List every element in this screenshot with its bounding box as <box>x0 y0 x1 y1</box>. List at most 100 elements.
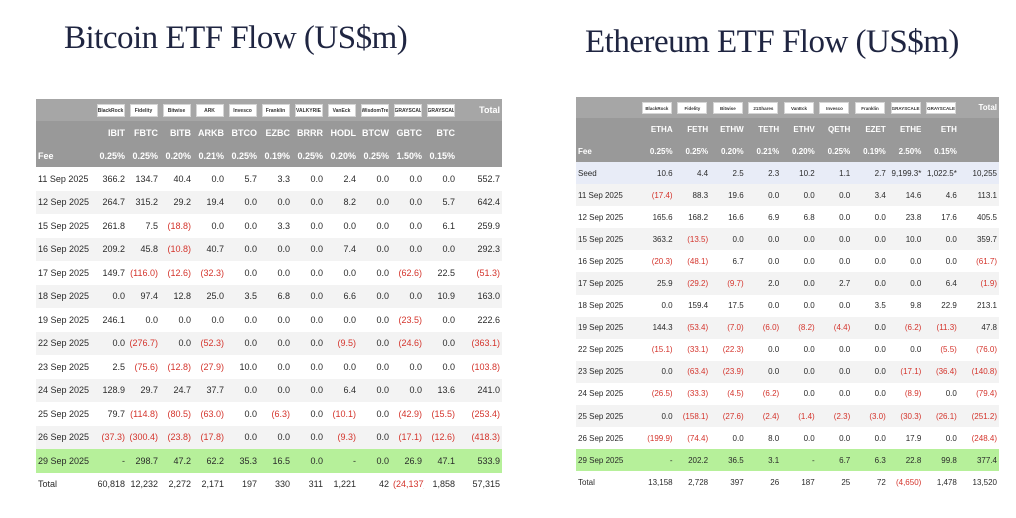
ticker-header: QETH <box>816 118 853 140</box>
logo-corner <box>576 97 640 118</box>
row-date: 19 Sep 2025 <box>36 308 94 332</box>
flow-value: 6.7 <box>710 250 746 273</box>
flow-value: 6.8 <box>781 206 817 229</box>
flow-row: 22 Sep 2025 (15.1) (33.1) (22.3) 0.0 0.0 0.0 0.… <box>576 338 999 361</box>
flow-row: 11 Sep 2025 (17.4) 88.3 19.6 0.0 0.0 0.0 3.4 14.… <box>576 184 999 207</box>
row-total-value: (1.9) <box>958 272 999 295</box>
issuer-logo-cell: GRAYSCALE <box>424 99 457 121</box>
flow-value: (4.4) <box>816 316 853 339</box>
cumulative-value: (4,650) <box>887 471 924 494</box>
issuer-logo: Invesco <box>228 103 257 117</box>
flow-value: 0.0 <box>160 308 193 332</box>
flow-value: 0.0 <box>391 167 424 191</box>
flow-value: 29.7 <box>127 378 160 402</box>
logo-row: BlackRock Fidelity Bitwise 21Shares VanEck In… <box>576 97 999 118</box>
flow-value: 17.6 <box>923 206 959 229</box>
issuer-logo: BlackRock <box>641 101 672 114</box>
flow-row: 26 Sep 2025 (199.9) (74.4) 0.0 8.0 0.0 0.0 0.0 1… <box>576 427 999 450</box>
flow-value: 0.0 <box>292 308 325 332</box>
flow-value: 0.0 <box>358 331 391 355</box>
fee-value: 0.25% <box>816 140 853 162</box>
issuer-logo-cell: Fidelity <box>127 99 160 121</box>
flow-value: 0.0 <box>745 338 782 361</box>
flow-value: 202.2 <box>674 449 711 472</box>
row-total-value: (103.8) <box>457 355 502 379</box>
flow-value: 0.0 <box>781 184 817 207</box>
issuer-logo: Bitwise <box>712 101 743 114</box>
flow-value: 0.0 <box>94 331 127 355</box>
flow-value: 0.0 <box>639 360 675 383</box>
row-total-value: 533.9 <box>457 449 502 473</box>
row-date: 24 Sep 2025 <box>576 382 640 406</box>
flow-value: 0.0 <box>160 331 193 355</box>
flow-value: (23.5) <box>391 308 424 332</box>
flow-row: 19 Sep 2025 246.1 0.0 0.0 0.0 0.0 0.0 0.0 0.0 0.0… <box>36 308 502 332</box>
flow-value: (17.1) <box>887 360 924 383</box>
row-total-value: 377.4 <box>958 449 999 472</box>
flow-value: 0.0 <box>639 405 675 428</box>
issuer-logo-cell: VanEck <box>781 97 817 118</box>
issuer-logo: GRAYSCALE <box>890 101 921 114</box>
flow-value: 0.0 <box>226 425 259 449</box>
flow-value: (30.3) <box>887 405 924 428</box>
issuer-logo-cell: Bitwise <box>710 97 746 118</box>
flow-value: 298.7 <box>127 449 160 473</box>
row-date: 29 Sep 2025 <box>576 449 640 472</box>
flow-row: 17 Sep 2025 149.7 (116.0) (12.6) (32.3) 0.0 0.… <box>36 261 502 285</box>
row-total-value: (61.7) <box>958 250 999 273</box>
flow-value: 8.2 <box>325 190 358 214</box>
flow-value: 0.0 <box>710 228 746 251</box>
flow-row: 17 Sep 2025 25.9 (29.2) (9.7) 2.0 0.0 2.7 0.0 0.… <box>576 272 999 295</box>
flow-value: 0.0 <box>358 402 391 426</box>
flow-value: (2.3) <box>816 405 853 428</box>
row-date: 19 Sep 2025 <box>576 316 640 339</box>
cumulative-value: 1,221 <box>325 472 358 496</box>
row-total-value: 47.8 <box>958 316 999 339</box>
flow-value: 0.0 <box>226 237 259 261</box>
flow-row: 25 Sep 2025 79.7 (114.8) (80.5) (63.0) 0.0 (6.… <box>36 402 502 426</box>
flow-value: 0.0 <box>391 190 424 214</box>
grand-total-value: 57,315 <box>457 472 502 496</box>
flow-value: 10.2 <box>781 162 817 185</box>
flow-value: 2.5 <box>94 355 127 379</box>
flow-value: 0.0 <box>325 214 358 238</box>
flow-value: 35.3 <box>226 449 259 473</box>
flow-value: 2.0 <box>745 272 782 295</box>
ticker-row: ETHA FETH ETHW TETH ETHV QETH EZET ETHE ETH <box>576 118 999 140</box>
row-total-value: 241.0 <box>457 378 502 402</box>
flow-value: 144.3 <box>639 316 675 339</box>
flow-value: (17.4) <box>639 184 675 207</box>
fee-value: 0.21% <box>193 144 226 167</box>
ticker-header: ETHE <box>887 118 924 140</box>
flow-value: 366.2 <box>94 167 127 191</box>
flow-value: 22.8 <box>887 449 924 472</box>
row-date: 11 Sep 2025 <box>576 184 640 207</box>
flow-value: 0.0 <box>358 237 391 261</box>
flow-value: 0.0 <box>226 261 259 285</box>
flow-value: 5.7 <box>424 190 457 214</box>
flow-value: 0.0 <box>745 184 782 207</box>
flow-value: 0.0 <box>816 206 853 229</box>
fee-total-blank <box>958 140 999 162</box>
flow-value: 0.0 <box>887 250 924 273</box>
flow-value: (158.1) <box>674 405 711 428</box>
flow-value: 13.6 <box>424 378 457 402</box>
flow-value: 0.0 <box>358 355 391 379</box>
flow-value: (53.4) <box>674 316 711 339</box>
ticker-header: BITB <box>160 121 193 144</box>
ticker-header: ETHV <box>781 118 817 140</box>
flow-value: 134.7 <box>127 167 160 191</box>
flow-value: (24.6) <box>391 331 424 355</box>
flow-value: (300.4) <box>127 425 160 449</box>
flow-row: 24 Sep 2025 (26.5) (33.3) (4.5) (6.2) 0.0 0.0 0… <box>576 382 999 406</box>
row-total-value: (140.8) <box>958 360 999 383</box>
btc-flow-table: BlackRock Fidelity Bitwise ARK Invesco Frankl… <box>36 99 502 496</box>
fee-value: 1.50% <box>391 144 424 167</box>
flow-value: 4.4 <box>674 162 711 185</box>
flow-value: 12.8 <box>160 284 193 308</box>
latest-flow-row: 29 Sep 2025-298.7 47.2 62.2 35.3 16.5 0.0-0.0… <box>36 449 502 473</box>
flow-row: 25 Sep 2025 0.0 (158.1) (27.6) (2.4) (1.4) (2.… <box>576 405 999 428</box>
flow-value: (42.9) <box>391 402 424 426</box>
fee-value: 0.21% <box>745 140 782 162</box>
flow-value: 19.4 <box>193 190 226 214</box>
